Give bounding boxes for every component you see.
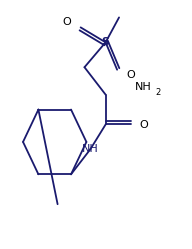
Text: O: O	[126, 70, 135, 80]
Text: O: O	[140, 120, 148, 129]
Text: NH: NH	[82, 144, 99, 154]
Text: O: O	[63, 17, 72, 27]
Text: 2: 2	[156, 88, 161, 97]
Text: NH: NH	[134, 82, 151, 92]
Text: S: S	[102, 37, 110, 47]
